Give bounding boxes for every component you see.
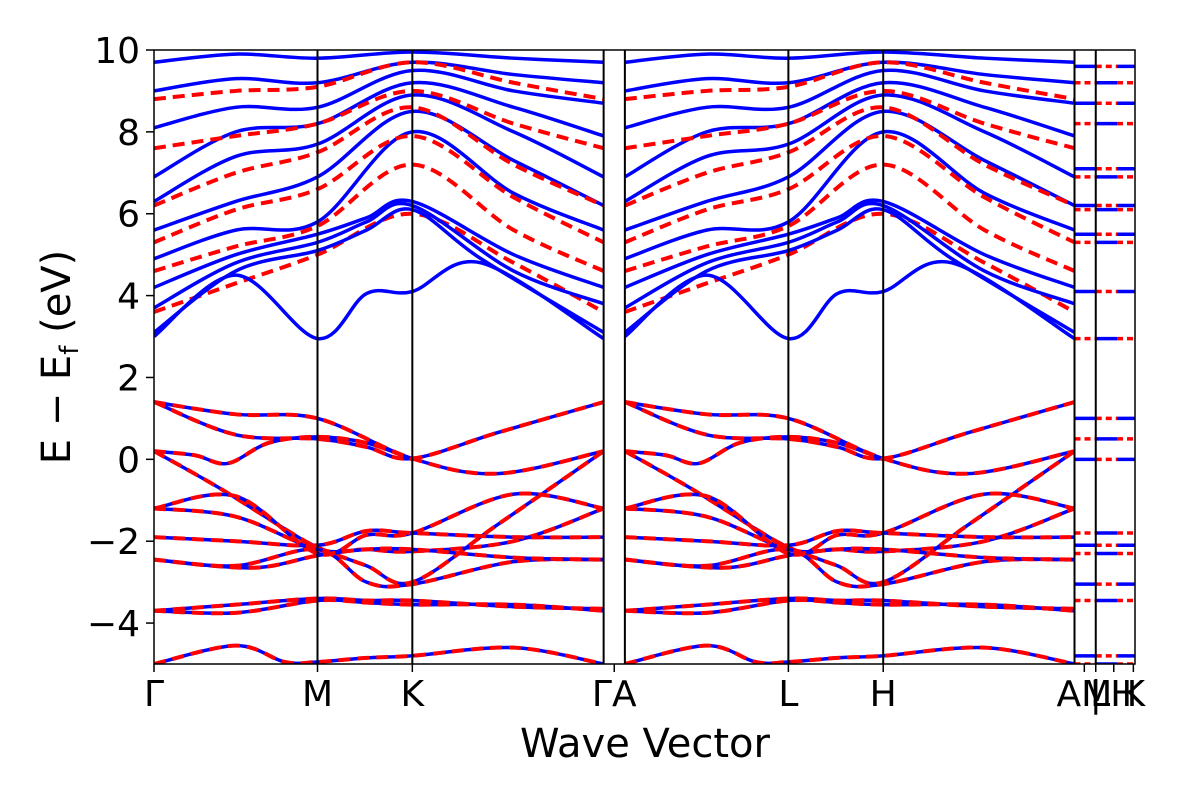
- conduction-band-blue-1: [154, 109, 605, 232]
- low-conduction-band-blue-0: [154, 259, 605, 341]
- x-tick-label: |: [1090, 674, 1102, 715]
- x-axis: Γ M K ΓA L H AM|LHK: [144, 664, 1147, 715]
- valence-band-red-mirror-11: [624, 643, 1075, 664]
- conduction-band-red-4: [154, 88, 605, 151]
- y-tick-label: 2: [117, 358, 140, 399]
- low-conduction-band-blue-2: [154, 201, 605, 310]
- conduction-band-blue-6: [154, 50, 604, 65]
- x-tick-label: AM: [1056, 674, 1112, 715]
- x-tick-label: ΓA: [592, 674, 637, 715]
- y-tick-label: 10: [94, 31, 140, 72]
- low-conduction-band-blue-mirror-1: [623, 207, 1076, 334]
- low-conduction-band-blue-mirror-0: [623, 259, 1076, 341]
- conduction-band-blue-2: [154, 93, 605, 203]
- x-tick-label: K: [1122, 674, 1147, 715]
- plot-frame: [153, 49, 1136, 665]
- valence-band-blue-3: [154, 449, 605, 586]
- valence-band-red-11: [154, 643, 604, 664]
- y-tick-label: 6: [117, 195, 140, 236]
- y-tick-label: 0: [117, 440, 140, 481]
- x-tick-label: Γ: [144, 674, 164, 715]
- y-axis-title-main: E − E: [34, 355, 80, 465]
- y-axis-title-sub: f: [55, 345, 85, 355]
- conduction-band-red-mirror-5: [624, 60, 1075, 102]
- x-tick-label: L: [778, 674, 798, 715]
- conduction-band-blue-mirror-6: [624, 50, 1075, 65]
- conduction-band-blue-0: [154, 130, 605, 261]
- conduction-band-red-0: [154, 211, 605, 314]
- x-axis-title: Wave Vector: [520, 721, 771, 767]
- valence-band-red-2: [154, 434, 414, 466]
- valence-band-red-mirror-5: [624, 491, 1075, 557]
- conduction-band-red-mirror-4: [624, 88, 1076, 151]
- conduction-band-blue-mirror-1: [624, 109, 1076, 232]
- conduction-band-red-2: [154, 133, 605, 245]
- valence-band-red-5: [154, 491, 604, 557]
- y-axis: −4 −2 0 2 4 6 8 10: [87, 31, 154, 645]
- valence-band-red-9: [154, 596, 604, 613]
- conduction-band-blue-4: [154, 68, 604, 130]
- y-axis-title-unit: (eV): [34, 250, 80, 346]
- x-tick-label: LH: [1090, 674, 1137, 715]
- conduction-band-red-5: [154, 60, 604, 102]
- y-axis-title: E − Ef (eV): [34, 250, 85, 465]
- valence-band-blue-mirror-3: [624, 449, 1076, 586]
- conduction-band-blue-mirror-2: [624, 93, 1076, 203]
- valence-band-red-mirror-0: [624, 400, 1075, 476]
- valence-band-red-mirror-8: [624, 546, 1075, 570]
- conduction-band-red-mirror-1: [624, 162, 1076, 273]
- conduction-band-red-3: [154, 105, 605, 208]
- conduction-band-blue-mirror-4: [624, 68, 1075, 130]
- conduction-band-blue-mirror-3: [624, 80, 1076, 179]
- valence-band-red-mirror-9: [624, 596, 1075, 613]
- valence-band-blue-5: [154, 491, 604, 557]
- low-conduction-band-blue-mirror-2: [624, 201, 1076, 310]
- kpoint-separators: [316, 50, 1097, 664]
- x-tick-label: H: [870, 674, 897, 715]
- conduction-band-red-mirror-2: [624, 133, 1076, 245]
- conduction-band-red-mirror-3: [624, 105, 1076, 208]
- conduction-band-blue-3: [154, 80, 605, 179]
- valence-band-blue-mirror-5: [624, 491, 1075, 557]
- valence-band-red-mirror-1: [624, 400, 1076, 461]
- bands-group: [154, 50, 1135, 664]
- y-tick-label: −2: [87, 522, 140, 563]
- low-conduction-band-blue-mirror-3: [624, 198, 1076, 290]
- x-tick-label: M: [302, 674, 333, 715]
- y-tick-label: −4: [87, 604, 140, 645]
- valence-band-red-0: [154, 400, 605, 476]
- valence-band-red-mirror-10: [624, 598, 1075, 616]
- conduction-band-blue-mirror-0: [624, 130, 1076, 261]
- valence-band-red-10: [154, 598, 604, 616]
- valence-band-red-1: [154, 400, 605, 461]
- valence-band-red-3: [154, 449, 605, 586]
- valence-band-red-mirror-6: [624, 528, 1075, 548]
- x-tick-label: K: [401, 674, 426, 715]
- y-tick-label: 8: [117, 113, 140, 154]
- conduction-band-red-mirror-0: [624, 211, 1076, 314]
- low-conduction-band-blue-3: [154, 198, 605, 290]
- valence-band-red-mirror-2: [624, 434, 884, 466]
- low-conduction-band-blue-1: [154, 207, 605, 334]
- valence-band-red-mirror-3: [623, 449, 1076, 586]
- conduction-band-red-1: [154, 162, 605, 273]
- valence-band-red-6: [154, 528, 604, 548]
- y-tick-label: 4: [117, 277, 140, 318]
- valence-band-red-8: [154, 546, 604, 570]
